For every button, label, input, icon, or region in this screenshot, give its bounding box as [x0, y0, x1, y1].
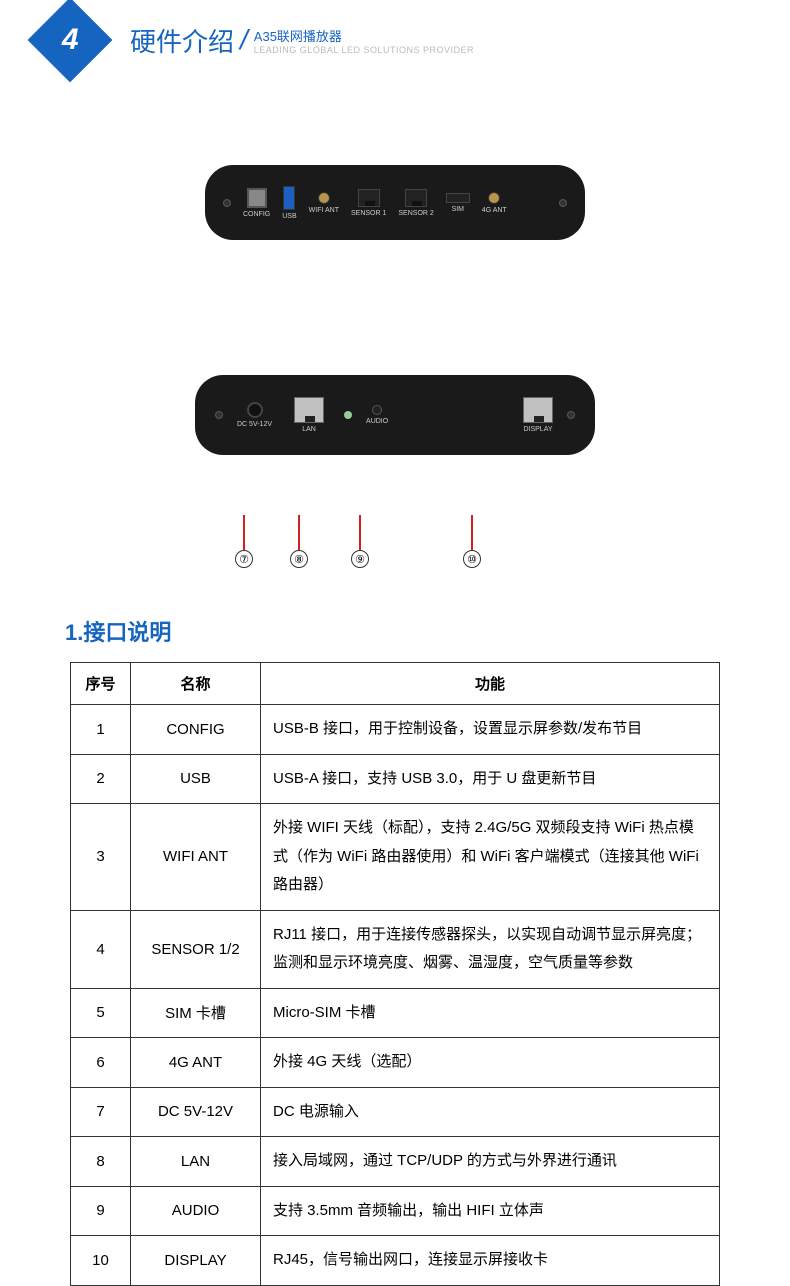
screw-icon [215, 411, 223, 419]
col-header-func: 功能 [261, 663, 720, 705]
cell-name: SENSOR 1/2 [131, 910, 261, 988]
cell-num: 8 [71, 1137, 131, 1187]
page-header: 4 硬件介绍 / A35联网播放器 LEADING GLOBAL LED SOL… [0, 0, 790, 85]
screw-icon [559, 199, 567, 207]
cell-func: USB-A 接口，支持 USB 3.0，用于 U 盘更新节目 [261, 754, 720, 804]
cell-num: 1 [71, 705, 131, 755]
section-subtitle: A35联网播放器 [254, 26, 474, 45]
hardware-diagrams: ①②③④⑤⑥ CONFIG USB WIFI ANT SENSOR 1 [0, 85, 790, 595]
callout-marker: ⑩ [463, 515, 481, 568]
callout-number: ⑧ [290, 550, 308, 568]
cell-func: DC 电源输入 [261, 1087, 720, 1137]
port-audio: AUDIO [366, 405, 388, 425]
col-header-name: 名称 [131, 663, 261, 705]
device-front-body: CONFIG USB WIFI ANT SENSOR 1 SENSOR 2 SI… [205, 165, 585, 240]
table-row: 5SIM 卡槽Micro-SIM 卡槽 [71, 988, 720, 1038]
section-number-badge: 4 [28, 0, 113, 82]
cell-num: 6 [71, 1038, 131, 1088]
cell-func: RJ45，信号输出网口，连接显示屏接收卡 [261, 1236, 720, 1286]
interface-table-wrap: 序号 名称 功能 1CONFIGUSB-B 接口，用于控制设备，设置显示屏参数/… [0, 662, 790, 1286]
callout-number: ⑦ [235, 550, 253, 568]
cell-name: WIFI ANT [131, 804, 261, 911]
callout-marker: ⑧ [290, 515, 308, 568]
port-display: DISPLAY [523, 397, 553, 433]
table-row: 7DC 5V-12VDC 电源输入 [71, 1087, 720, 1137]
cell-func: 外接 4G 天线（选配） [261, 1038, 720, 1088]
cell-num: 10 [71, 1236, 131, 1286]
cell-func: 接入局域网，通过 TCP/UDP 的方式与外界进行通讯 [261, 1137, 720, 1187]
cell-num: 4 [71, 910, 131, 988]
callout-number: ⑨ [351, 550, 369, 568]
cell-num: 9 [71, 1186, 131, 1236]
table-row: 8LAN接入局域网，通过 TCP/UDP 的方式与外界进行通讯 [71, 1137, 720, 1187]
cell-func: 支持 3.5mm 音频输出，输出 HIFI 立体声 [261, 1186, 720, 1236]
table-row: 1CONFIGUSB-B 接口，用于控制设备，设置显示屏参数/发布节目 [71, 705, 720, 755]
callout-line [243, 515, 245, 550]
port-config: CONFIG [243, 188, 270, 218]
section-tagline: LEADING GLOBAL LED SOLUTIONS PROVIDER [254, 45, 474, 55]
cell-name: 4G ANT [131, 1038, 261, 1088]
section-number: 4 [62, 23, 79, 57]
section-subtitle-group: A35联网播放器 LEADING GLOBAL LED SOLUTIONS PR… [254, 26, 474, 55]
screw-icon [223, 199, 231, 207]
cell-func: Micro-SIM 卡槽 [261, 988, 720, 1038]
cell-func: USB-B 接口，用于控制设备，设置显示屏参数/发布节目 [261, 705, 720, 755]
table-row: 10DISPLAYRJ45，信号输出网口，连接显示屏接收卡 [71, 1236, 720, 1286]
callout-line [359, 515, 361, 550]
cell-name: CONFIG [131, 705, 261, 755]
cell-num: 2 [71, 754, 131, 804]
cell-func: 外接 WIFI 天线（标配），支持 2.4G/5G 双频段支持 WiFi 热点模… [261, 804, 720, 911]
device-back-diagram: DC 5V-12V LAN AUDIO DISPLAY ⑦ ⑧ ⑨ ⑩ [105, 375, 685, 575]
port-sim: SIM [446, 193, 470, 213]
callout-line [471, 515, 473, 550]
port-sensor1: SENSOR 1 [351, 189, 386, 217]
cell-num: 3 [71, 804, 131, 911]
table-row: 3WIFI ANT外接 WIFI 天线（标配），支持 2.4G/5G 双频段支持… [71, 804, 720, 911]
cell-name: DC 5V-12V [131, 1087, 261, 1137]
port-4g-ant: 4G ANT [482, 192, 507, 214]
cell-name: DISPLAY [131, 1236, 261, 1286]
port-sensor2: SENSOR 2 [398, 189, 433, 217]
screw-icon [567, 411, 575, 419]
cell-name: SIM 卡槽 [131, 988, 261, 1038]
port-wifi-ant: WIFI ANT [309, 192, 339, 214]
table-header-row: 序号 名称 功能 [71, 663, 720, 705]
cell-num: 5 [71, 988, 131, 1038]
cell-name: USB [131, 754, 261, 804]
cell-name: LAN [131, 1137, 261, 1187]
section-title: 硬件介绍 [130, 22, 234, 59]
callout-marker: ⑦ [235, 515, 253, 568]
table-row: 2USBUSB-A 接口，支持 USB 3.0，用于 U 盘更新节目 [71, 754, 720, 804]
callout-marker: ⑨ [351, 515, 369, 568]
title-separator: / [240, 24, 248, 56]
port-lan: LAN [294, 397, 324, 433]
table-row: 64G ANT外接 4G 天线（选配） [71, 1038, 720, 1088]
cell-num: 7 [71, 1087, 131, 1137]
interface-table: 序号 名称 功能 1CONFIGUSB-B 接口，用于控制设备，设置显示屏参数/… [70, 662, 720, 1286]
port-dc: DC 5V-12V [237, 402, 272, 428]
table-row: 9AUDIO支持 3.5mm 音频输出，输出 HIFI 立体声 [71, 1186, 720, 1236]
cell-name: AUDIO [131, 1186, 261, 1236]
port-usb: USB [282, 186, 296, 220]
callout-line [298, 515, 300, 550]
device-front-diagram: ①②③④⑤⑥ CONFIG USB WIFI ANT SENSOR 1 [105, 165, 685, 305]
cell-func: RJ11 接口，用于连接传感器探头，以实现自动调节显示屏亮度；监测和显示环境亮度… [261, 910, 720, 988]
col-header-num: 序号 [71, 663, 131, 705]
table-row: 4SENSOR 1/2RJ11 接口，用于连接传感器探头，以实现自动调节显示屏亮… [71, 910, 720, 988]
callout-number: ⑩ [463, 550, 481, 568]
device-back-body: DC 5V-12V LAN AUDIO DISPLAY [195, 375, 595, 455]
status-led-icon [344, 411, 352, 419]
interface-section-heading: 1.接口说明 [0, 595, 790, 662]
